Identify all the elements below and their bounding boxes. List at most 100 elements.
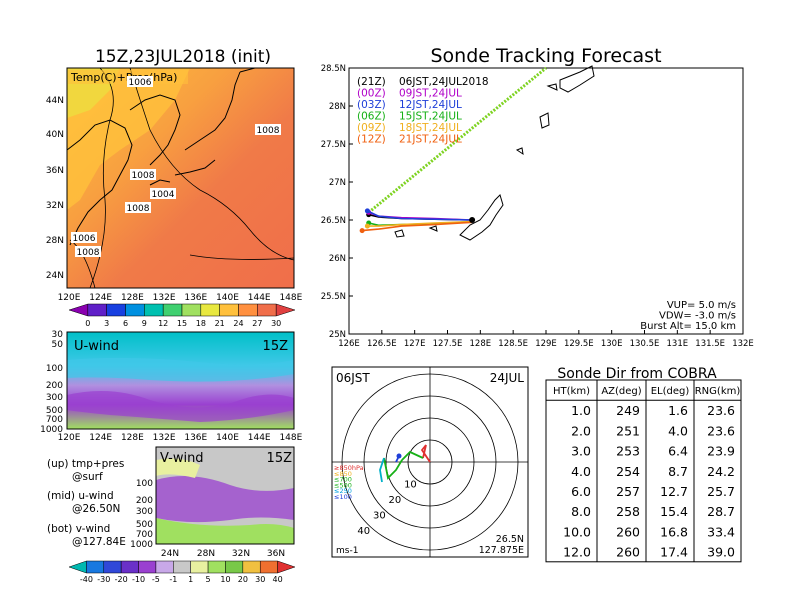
hodograph-level-label: ≤500 [334,481,352,489]
cobra-table-panel: Sonde Dir from COBRA HT(km) AZ(deg) EL(deg… [545,366,742,563]
hodograph-ring-label: 10 [404,480,417,491]
v-wind-y-tick: 300 [136,507,153,517]
track-legend-utc: (21Z) [357,76,386,88]
colorbar-tick: 24 [233,319,243,328]
track-map-panel: Sonde Tracking Forecast 28.5N 28N 27.5N 27N… [321,45,754,349]
lon-tick-label: 130E [601,339,623,349]
note-up2: @surf [72,471,103,483]
cobra-table-cell: 23.9 [707,444,735,459]
colorbar-tick: 21 [215,319,225,328]
cobra-table-cell: 39.0 [707,545,735,560]
hodograph-ring-label: 30 [373,511,386,522]
u-wind-y-tick: 30 [52,330,64,340]
colorbar-swatch [162,303,183,317]
lat-tick-label: 26.5N [321,216,346,226]
cobra-table-cell: 6.4 [668,444,688,459]
lat-tick-label: 28.5N [321,64,346,74]
v-wind-label: V-wind [160,451,204,466]
colorbar-swatch [275,303,296,317]
cobra-table-cell: 260 [616,524,640,539]
v-wind-x-tick: 36N [267,549,285,559]
lon-tick-label: 129E [535,339,557,349]
cobra-table-cell: 17.4 [660,545,688,560]
cobra-table-cell: 8.0 [571,504,591,519]
cobra-table: HT(km) AZ(deg) EL(deg) RNG(km) 1.0 249 1.6 23.6… [545,379,742,563]
v-wind-colorbar: -40 -30 -20 -10 -5 -1 1 5 10 20 30 40 [68,560,296,584]
u-wind-x-tick: 140E [216,433,239,443]
colorbar-swatch [225,560,244,574]
track-lon-ticks: 126E 126.5E 127E 127.5E 128E 128.5E 129E 129.5E… [338,330,754,349]
colorbar-tick: 1 [188,575,193,584]
colorbar-swatch [155,560,174,574]
isobar-label-box [130,169,156,180]
u-wind-label: U-wind [74,339,119,354]
temp-overlay-label: Temp(C)+Pres(hPa) [70,71,177,84]
colorbar-swatch [238,303,258,317]
colorbar-tick: 6 [123,319,128,328]
coastline [66,67,256,246]
temp-map-panel: 15Z,23JUL2018 (init) Temp(C)+Pres(hPa) 1… [46,47,303,328]
colorbar-tick: -5 [152,575,160,584]
temp-map-title: 15Z,23JUL2018 (init) [95,47,271,67]
isobar-label: 1004 [152,190,175,200]
hodograph-level-label: ≤700 [334,476,352,484]
track-legend-utc: (09Z) [357,122,386,134]
v-wind-field-band [156,458,200,478]
hodograph-trace-segment [383,457,403,480]
colorbar-tick: 0 [85,319,90,328]
lon-tick-label: 131E [667,339,689,349]
colorbar-swatch [207,560,226,574]
cobra-table-cell: 1.6 [668,403,688,418]
cobra-table-cell: 249 [616,403,640,418]
cobra-table-cell: 1.0 [571,403,591,418]
cobra-table-frame [545,379,742,563]
cobra-table-cell: 258 [616,504,640,519]
track-end-point [359,228,365,234]
cobra-table-cell: 28.7 [707,504,735,519]
cobra-table-cell: 4.0 [571,464,591,479]
u-wind-y-tick: 50 [52,340,64,350]
cobra-table-cell: 4.0 [668,423,688,438]
u-wind-field-band [67,391,294,422]
temp-field-cool-region [67,68,190,210]
lat-tick-label: 25.5N [321,292,346,302]
hodograph-level-label: ≥850hPa [334,464,364,472]
track-series-line [367,210,473,221]
lon-tick-label: 132E [153,293,176,303]
track-param: Burst Alt= 15.0 km [640,321,736,332]
colorbar-tick: -30 [97,575,110,584]
u-wind-y-tick: 700 [46,415,63,425]
isobar-label-box [75,246,101,257]
lon-tick-label: 120E [58,293,81,303]
colorbar-tick: 20 [238,575,248,584]
cobra-header-cell: RNG(km) [695,386,741,397]
colorbar-swatch [259,560,278,574]
track-series-line [362,221,473,232]
u-wind-x-ticks: 120E 124E 128E 132E 136E 140E 144E 148E [58,433,303,443]
cobra-table-cell: 251 [616,423,640,438]
note-up: (up) tmp+pres [47,458,124,470]
colorbar-swatch [242,560,261,574]
lon-tick-label: 124E [89,293,112,303]
isobar-label: 1006 [73,234,96,244]
colorbar-tick: 5 [206,575,211,584]
track-lines [359,66,547,234]
lon-tick-label: 126.5E [367,339,397,349]
cobra-table-cell: 23.6 [707,423,735,438]
colorbar-tick: 12 [158,319,168,328]
isobar-label-box [127,76,153,87]
track-lat-ticks: 28.5N 28N 27.5N 27N 26.5N 26N 25.5N 25N [321,64,353,340]
isobar [69,67,295,289]
isobar-label: 1008 [77,248,100,258]
cobra-table-cell: 8.7 [668,464,688,479]
colorbar-tick: 9 [142,319,147,328]
u-wind-y-tick: 1000 [40,425,63,435]
hodograph-time: 06JST [336,371,370,385]
lon-tick-label: 148E [279,293,302,303]
hodograph-level-label: ≤100 [334,493,352,501]
temp-map-frame [66,67,295,289]
